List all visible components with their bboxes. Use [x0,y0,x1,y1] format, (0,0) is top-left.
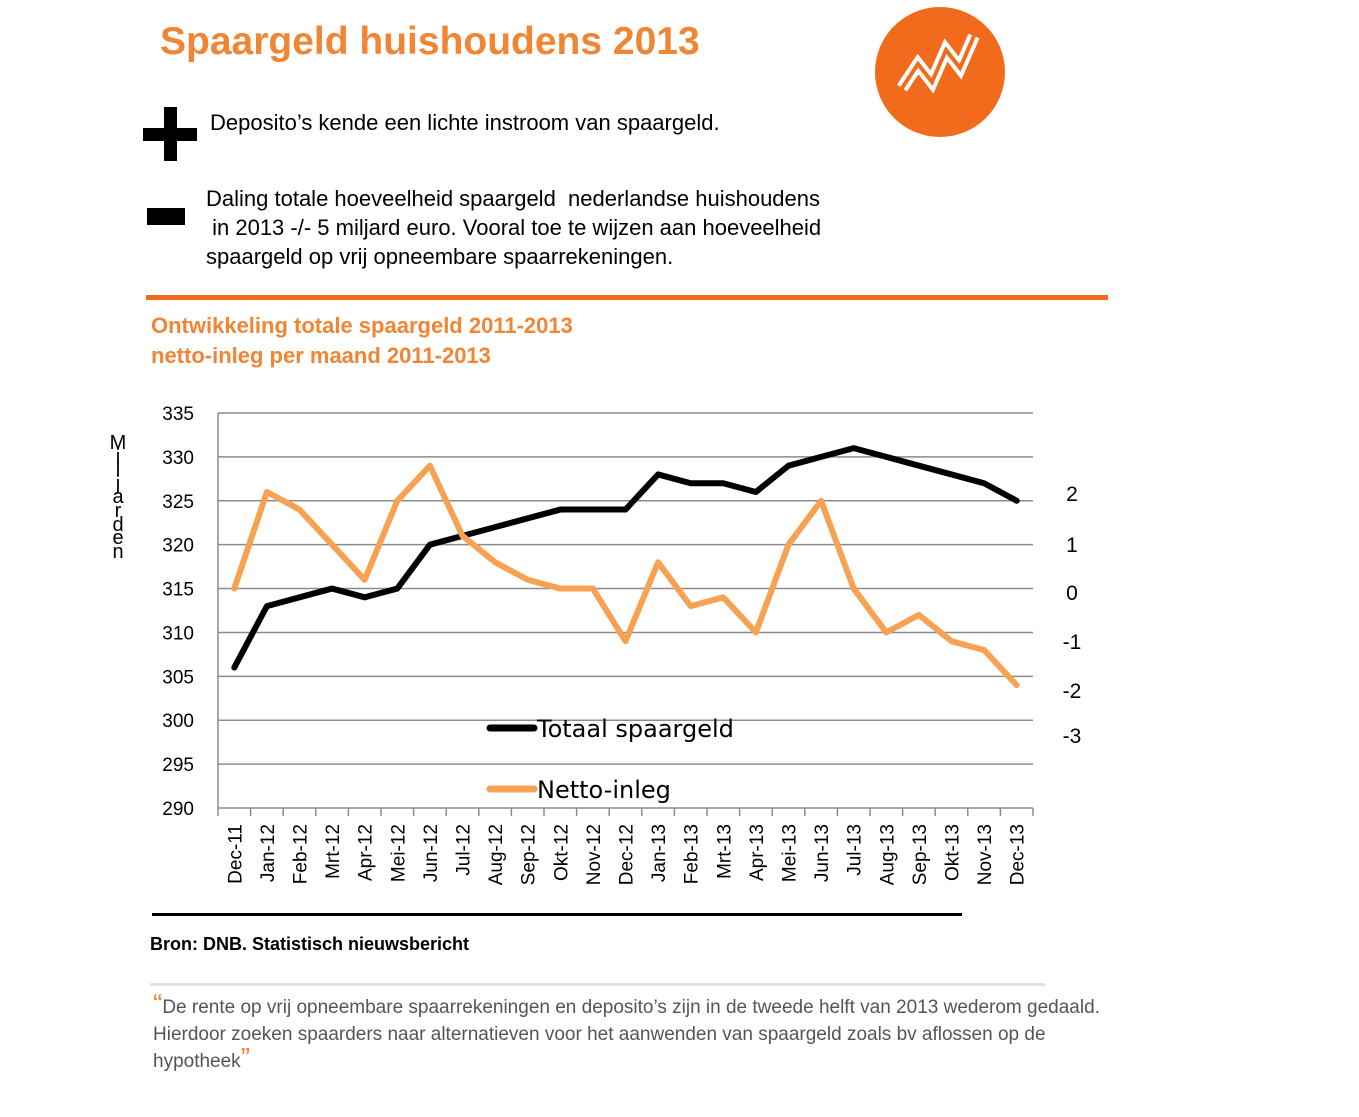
minus-icon [147,208,185,225]
y-axis-label-letter: a [112,486,124,509]
chart-heading: Ontwikkeling totale spaargeld 2011-2013 … [151,311,573,371]
y-tick-label: 300 [162,711,194,732]
y-axis-label-letter: n [112,540,124,563]
y-tick-label: 305 [162,667,194,688]
x-tick-label: Mei-12 [388,824,409,882]
grey-divider [150,983,1045,986]
x-tick-label: Sep-13 [910,824,931,885]
x-tick-label: Aug-12 [486,824,507,885]
x-tick-label: Nov-13 [975,824,996,885]
x-tick-label: Dec-13 [1008,824,1029,885]
y-axis-label-letter: j [115,472,121,495]
y-axis-label-letter: r [114,499,122,522]
x-tick-label: Jul-12 [454,824,475,876]
x-tick-label: Dec-12 [617,824,638,885]
quote-block: “De rente op vrij opneembare spaarrekeni… [153,990,1113,1075]
y2-tick-label: -1 [1063,631,1082,654]
x-tick-label: Jan-12 [258,824,279,882]
x-tick-label: Apr-12 [356,824,377,881]
y2-tick-label: 0 [1066,582,1078,605]
y-axis-label-letter: i [115,445,121,468]
y-tick-label: 320 [162,536,194,557]
legend-label: Totaal spaargeld [536,715,734,743]
y-axis-label-letter: M [109,432,127,454]
trend-logo-icon [875,7,1005,137]
close-quote-mark: ” [240,1042,251,1073]
line-chart: 290 295 300 305 310 315 320 325 330 335 Dec-11 Jan-… [162,404,1082,885]
y-tick-label: 295 [162,755,194,776]
series-line-1 [231,445,1020,671]
x-tick-label: Jun-13 [812,824,833,882]
y2-tick-label: 1 [1066,534,1078,557]
y-axis-label-letter: l [115,459,121,482]
minus-point-text: Daling totale hoeveelheid spaargeld nede… [206,186,822,269]
orange-divider [146,295,1108,300]
y-tick-label: 330 [162,448,194,469]
x-tick-label: Dec-11 [225,824,246,884]
x-tick-label: Okt-12 [551,824,572,881]
x-tick-label: Sep-12 [519,824,540,885]
source-text: Bron: DNB. Statistisch nieuwsbericht [150,934,470,954]
plus-icon [143,107,197,161]
y-axis-label-letter: e [112,527,124,550]
y-tick-label: 325 [162,492,194,513]
x-tick-label: Mrt-12 [323,824,344,879]
series-line-2 [231,462,1020,689]
y-tick-label: 315 [162,580,194,601]
y-tick-label: 335 [162,404,194,425]
y2-tick-label: 2 [1066,483,1078,506]
y-tick-label: 290 [162,799,194,820]
x-tick-label: Feb-12 [291,824,312,884]
x-tick-label: Mrt-13 [714,824,735,879]
quote-text: De rente op vrij opneembare spaarrekenin… [153,997,1100,1072]
x-tick-label: Okt-13 [943,824,964,881]
page-title: Spaargeld huishoudens 2013 [160,20,700,63]
y2-tick-label: -2 [1063,680,1082,703]
x-tick-label: Jul-13 [845,824,866,876]
y2-tick-label: -3 [1063,725,1082,748]
y-axis-label-letter: d [112,513,124,536]
legend-label: Netto-inleg [537,776,671,804]
x-tick-label: Apr-13 [747,824,768,881]
open-quote-mark: “ [153,988,163,1019]
x-tick-label: Jun-12 [421,824,442,882]
x-tick-label: Nov-12 [584,824,605,885]
plus-point-text: Deposito’s kende een lichte instroom van… [210,110,720,135]
x-tick-label: Mei-13 [780,824,801,882]
x-tick-label: Aug-13 [877,824,898,885]
chart-heading-line-1: Ontwikkeling totale spaargeld 2011-2013 [151,313,573,338]
chart-heading-line-2: netto-inleg per maand 2011-2013 [151,343,491,368]
x-tick-label: Jan-13 [649,824,670,882]
x-tick-label: Feb-13 [682,824,703,884]
black-divider [152,913,962,916]
y-tick-label: 310 [162,623,194,644]
